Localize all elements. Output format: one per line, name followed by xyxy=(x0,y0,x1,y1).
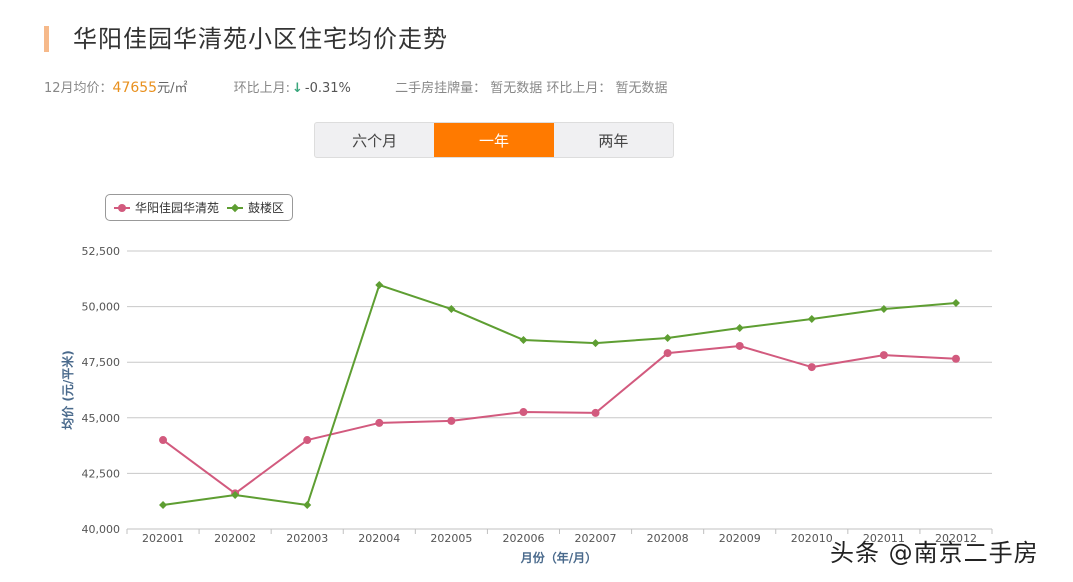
data-point-circle[interactable] xyxy=(303,436,312,445)
data-point-diamond[interactable] xyxy=(231,490,240,499)
listing-mom-label: 环比上月： xyxy=(546,81,612,96)
diamond-marker-icon xyxy=(227,203,243,213)
listing-mom-value: 暂无数据 xyxy=(615,81,668,96)
circle-marker-icon xyxy=(114,203,130,213)
data-point-diamond[interactable] xyxy=(159,500,168,509)
x-tick-label: 202009 xyxy=(719,532,761,545)
data-point-diamond[interactable] xyxy=(951,299,960,308)
tab-one-year[interactable]: 一年 xyxy=(434,123,554,157)
data-point-circle[interactable] xyxy=(735,341,744,350)
price-label: 12月均价： xyxy=(44,81,113,96)
data-point-circle[interactable] xyxy=(375,418,384,427)
y-tick-label: 52,500 xyxy=(82,245,121,258)
y-tick-label: 40,000 xyxy=(82,523,121,536)
stats-row: 12月均价：47655元/㎡ 环比上月: ↓ -0.31% 二手房挂牌量： 暂无数据… xyxy=(44,78,668,99)
data-point-circle[interactable] xyxy=(951,354,960,363)
tab-six-months[interactable]: 六个月 xyxy=(352,131,398,150)
data-point-diamond[interactable] xyxy=(519,335,528,344)
price-value: 47655 xyxy=(112,80,158,96)
data-point-diamond[interactable] xyxy=(303,500,312,509)
x-tick-label: 202003 xyxy=(286,532,328,545)
x-axis-title: 月份（年/月） xyxy=(520,550,597,565)
x-tick-label: 202010 xyxy=(791,532,833,545)
series-line xyxy=(162,284,957,506)
period-tabs: 六个月 一年 两年 xyxy=(314,122,674,158)
y-axis-title: 均价 (元/平米) xyxy=(60,350,75,430)
chart-series xyxy=(159,281,960,509)
chart-grid xyxy=(127,250,992,474)
price-unit: 元/㎡ xyxy=(157,81,188,96)
x-tick-label: 202012 xyxy=(935,532,977,545)
x-tick-label: 202004 xyxy=(358,532,400,545)
data-point-diamond[interactable] xyxy=(663,333,672,342)
series-line xyxy=(162,344,957,495)
tab-two-years[interactable]: 两年 xyxy=(598,131,629,150)
x-tick-label: 202011 xyxy=(863,532,905,545)
data-point-circle[interactable] xyxy=(879,351,888,360)
data-point-circle[interactable] xyxy=(447,416,456,425)
y-axis: 40,000 42,500 45,000 47,500 50,000 52,500 xyxy=(82,245,121,536)
data-point-circle[interactable] xyxy=(807,363,816,372)
legend-label-district: 鼓楼区 xyxy=(248,201,285,215)
y-tick-label: 42,500 xyxy=(82,467,121,480)
x-tick-label: 202006 xyxy=(502,532,544,545)
data-point-circle[interactable] xyxy=(591,408,600,417)
data-point-circle[interactable] xyxy=(519,408,528,417)
x-axis: 202001 202002 202003 202004 202005 202006 2020… xyxy=(126,528,993,545)
listing-label: 二手房挂牌量： xyxy=(395,81,487,96)
data-point-diamond[interactable] xyxy=(879,305,888,314)
x-tick-label: 202002 xyxy=(214,532,256,545)
data-point-diamond[interactable] xyxy=(591,339,600,348)
chart-legend: 华阳佳园华清苑 鼓楼区 xyxy=(105,194,293,221)
data-point-diamond[interactable] xyxy=(375,281,384,290)
x-tick-label: 202008 xyxy=(647,532,689,545)
page-title: 华阳佳园华清苑小区住宅均价走势 xyxy=(73,25,448,53)
mom-label: 环比上月: xyxy=(233,81,291,96)
legend-label-community: 华阳佳园华清苑 xyxy=(135,201,220,215)
watermark: 头条 @南京二手房 xyxy=(830,539,1039,567)
data-point-diamond[interactable] xyxy=(447,305,456,314)
y-tick-label: 45,000 xyxy=(82,412,121,425)
data-point-circle[interactable] xyxy=(663,349,672,358)
legend-item-community[interactable]: 华阳佳园华清苑 xyxy=(114,199,219,216)
y-tick-label: 47,500 xyxy=(82,356,121,369)
data-point-diamond[interactable] xyxy=(735,323,744,332)
x-tick-label: 202001 xyxy=(142,532,184,545)
legend-item-district[interactable]: 鼓楼区 xyxy=(227,199,284,216)
x-tick-label: 202005 xyxy=(430,532,472,545)
listing-value: 暂无数据 xyxy=(490,81,543,96)
x-tick-label: 202007 xyxy=(575,532,617,545)
mom-value: -0.31% xyxy=(304,81,351,96)
title-accent-bar xyxy=(44,26,49,52)
y-tick-label: 50,000 xyxy=(82,301,121,314)
down-arrow-icon: ↓ xyxy=(292,81,303,96)
data-point-diamond[interactable] xyxy=(807,315,816,324)
data-point-circle[interactable] xyxy=(159,436,168,445)
